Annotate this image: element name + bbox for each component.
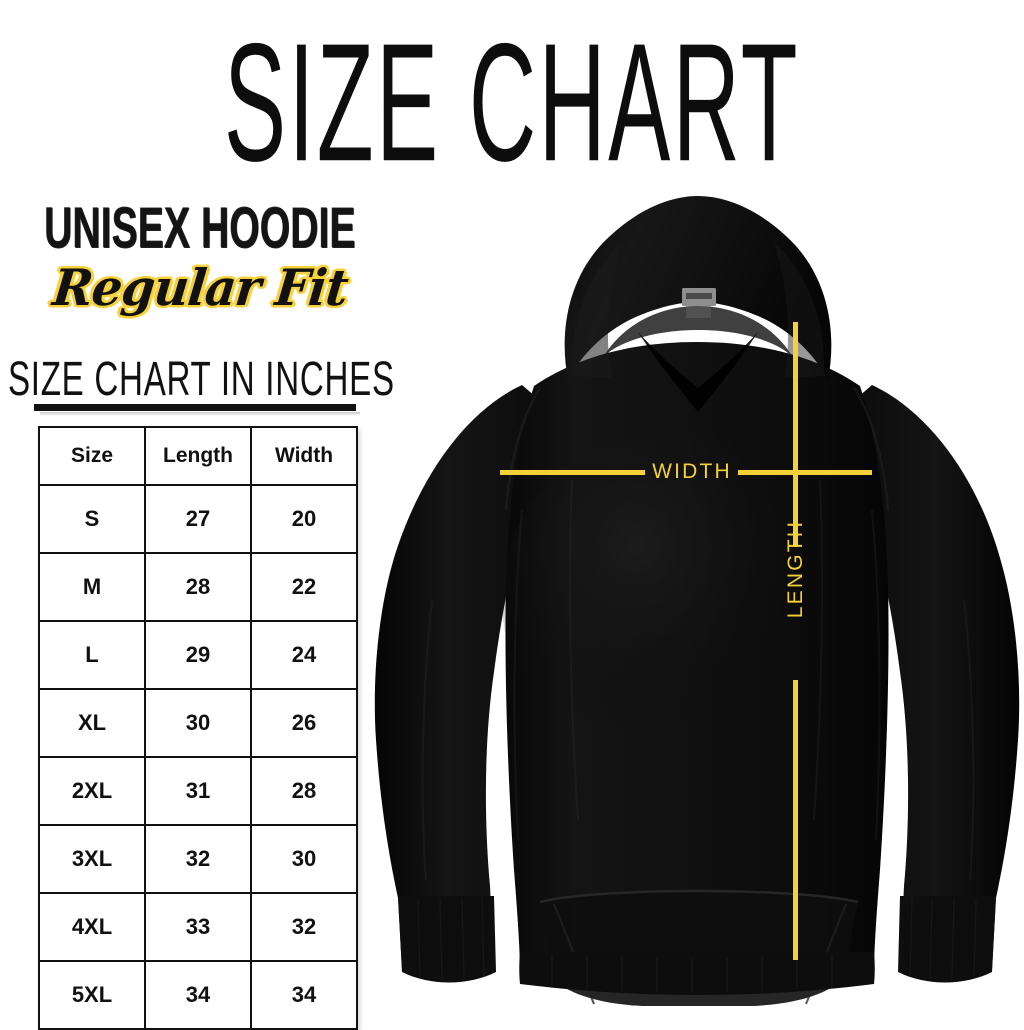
units-heading-underline-shadow — [40, 412, 360, 416]
table-row: 2XL 31 28 — [38, 756, 358, 826]
cell-size: XL — [38, 688, 146, 758]
column-header-size: Size — [38, 426, 146, 486]
neck-label-under — [686, 306, 711, 318]
hoodie-illustration — [374, 196, 1020, 1006]
cell-length: 33 — [144, 892, 252, 962]
cell-size: M — [38, 552, 146, 622]
hoodie-fabric-folds — [421, 479, 975, 881]
fit-type-label: Regular Fit — [49, 258, 351, 317]
cell-size: 3XL — [38, 824, 146, 894]
hoodie-hood-left-fold — [571, 242, 622, 378]
cell-width: 22 — [250, 552, 358, 622]
table-row: XL 30 26 — [38, 688, 358, 758]
hoodie-neckline — [638, 332, 758, 412]
cell-length: 31 — [144, 756, 252, 826]
cell-width: 34 — [250, 960, 358, 1030]
product-name-heading: UNISEX HOODIE — [44, 196, 356, 261]
cell-length: 32 — [144, 824, 252, 894]
cell-width: 32 — [250, 892, 358, 962]
page-title: SIZE CHART — [224, 7, 800, 197]
cell-width: 24 — [250, 620, 358, 690]
hoodie-waistband-ribs — [551, 955, 833, 992]
size-chart-table: Size Length Width S 27 20 M 28 22 L 29 2… — [38, 426, 358, 1030]
column-header-length: Length — [144, 426, 252, 486]
table-row: M 28 22 — [38, 552, 358, 622]
cell-length: 29 — [144, 620, 252, 690]
table-row: 4XL 33 32 — [38, 892, 358, 962]
cell-length: 27 — [144, 484, 252, 554]
cell-length: 30 — [144, 688, 252, 758]
table-row: L 29 24 — [38, 620, 358, 690]
units-heading: SIZE CHART IN INCHES — [8, 350, 395, 406]
cell-width: 26 — [250, 688, 358, 758]
cell-size: 2XL — [38, 756, 146, 826]
hoodie-left-cuff — [398, 896, 496, 983]
cell-size: 4XL — [38, 892, 146, 962]
hoodie-right-cuff-ribs — [909, 896, 977, 981]
fit-type-wrapper: Regular Fit — [0, 258, 400, 317]
units-heading-underline — [34, 404, 356, 411]
cell-length: 34 — [144, 960, 252, 1030]
hoodie-pocket-top-seam — [539, 889, 859, 904]
hoodie-product-image — [372, 180, 1024, 1010]
cell-width: 30 — [250, 824, 358, 894]
hoodie-hood-right-fold — [774, 242, 825, 378]
column-header-width: Width — [250, 426, 358, 486]
table-header-row: Size Length Width — [38, 426, 358, 486]
cell-width: 20 — [250, 484, 358, 554]
cell-size: 5XL — [38, 960, 146, 1030]
table-row: 3XL 32 30 — [38, 824, 358, 894]
hoodie-right-shoulder-seam — [852, 387, 890, 511]
hoodie-left-shoulder-seam — [504, 387, 542, 511]
cell-width: 28 — [250, 756, 358, 826]
hoodie-hood-opening — [604, 306, 792, 356]
hoodie-right-cuff — [898, 896, 996, 983]
hoodie-chest-highlight — [502, 430, 822, 770]
cell-length: 28 — [144, 552, 252, 622]
table-row: 5XL 34 34 — [38, 960, 358, 1030]
table-row: S 27 20 — [38, 484, 358, 554]
cell-size: L — [38, 620, 146, 690]
size-info-panel: UNISEX HOODIE Regular Fit SIZE CHART IN … — [0, 196, 400, 1030]
hoodie-left-cuff-ribs — [417, 896, 485, 981]
neck-label-text-line — [686, 293, 712, 299]
hoodie-waistband — [519, 952, 875, 995]
cell-size: S — [38, 484, 146, 554]
